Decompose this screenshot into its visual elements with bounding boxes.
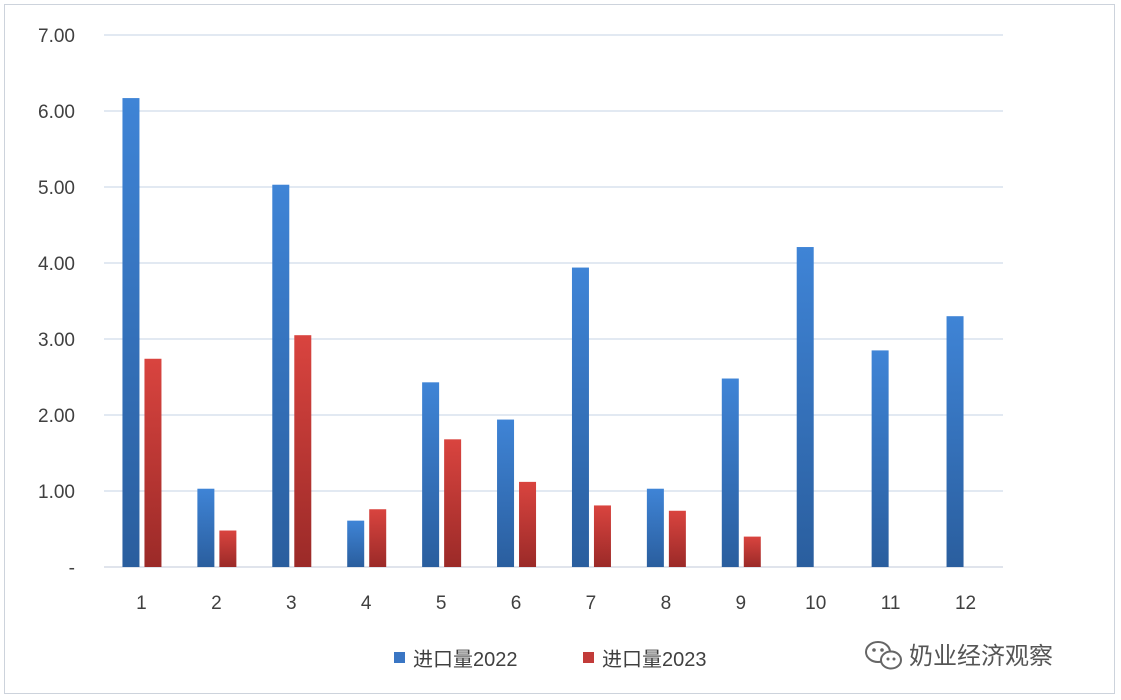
x-tick-label: 1 [136,593,147,614]
bar-series1-4 [347,520,365,567]
legend-swatch [394,652,405,663]
y-tick-label: 5.00 [38,178,75,199]
bar-series1-8 [646,488,664,567]
legend-label: 进口量2022 [413,648,518,671]
legend-label: 进口量2023 [602,648,707,671]
legend-swatch [583,652,594,663]
y-axis-ticks: - 1.00 2.00 3.00 4.00 5.00 6.00 7.00 [38,26,75,579]
x-tick-label: 2 [211,593,222,614]
bar-series1-2 [197,488,215,567]
bar-series2-7 [593,505,611,567]
bar-series2-6 [519,481,537,567]
x-tick-label: 11 [881,593,901,614]
y-tick-label: 2.00 [38,406,75,427]
bars [122,98,964,568]
bar-series1-10 [796,247,814,568]
x-tick-label: 5 [436,593,447,614]
bar-series1-9 [721,378,739,567]
x-axis-ticks: 1 2 3 4 5 6 7 8 9 10 11 12 [136,593,976,614]
y-tick-label: 3.00 [38,330,75,351]
bar-series2-9 [743,536,761,567]
bar-series2-3 [294,335,312,567]
x-tick-label: 10 [805,593,826,614]
legend: 进口量2022 进口量2023 [394,648,707,671]
bar-series1-3 [272,184,290,567]
bar-series2-5 [444,439,462,567]
gridlines [104,34,1003,568]
watermark-text: 奶业经济观察 [909,643,1053,670]
x-tick-label: 9 [736,593,747,614]
bar-series2-4 [369,509,387,567]
y-tick-label: 7.00 [38,26,75,47]
x-tick-label: 8 [661,593,672,614]
x-tick-label: 3 [286,593,297,614]
bar-series1-12 [946,316,964,567]
x-tick-label: 4 [361,593,372,614]
wechat-icon [865,641,902,670]
bar-series2-1 [144,358,162,567]
x-tick-label: 6 [511,593,522,614]
bar-series1-1 [122,98,140,567]
bar-series1-11 [871,350,889,567]
x-tick-label: 7 [586,593,597,614]
chart-frame [4,4,1115,694]
bar-series2-2 [219,530,237,567]
bar-series1-7 [571,267,589,567]
bar-series1-6 [497,419,515,567]
bar-series2-8 [668,510,686,567]
x-tick-label: 12 [955,593,976,614]
y-tick-label: - [69,558,75,579]
watermark: 奶业经济观察 [865,641,1053,670]
y-tick-label: 4.00 [38,254,75,275]
bar-series1-5 [422,382,440,567]
y-tick-label: 1.00 [38,482,75,503]
y-tick-label: 6.00 [38,102,75,123]
